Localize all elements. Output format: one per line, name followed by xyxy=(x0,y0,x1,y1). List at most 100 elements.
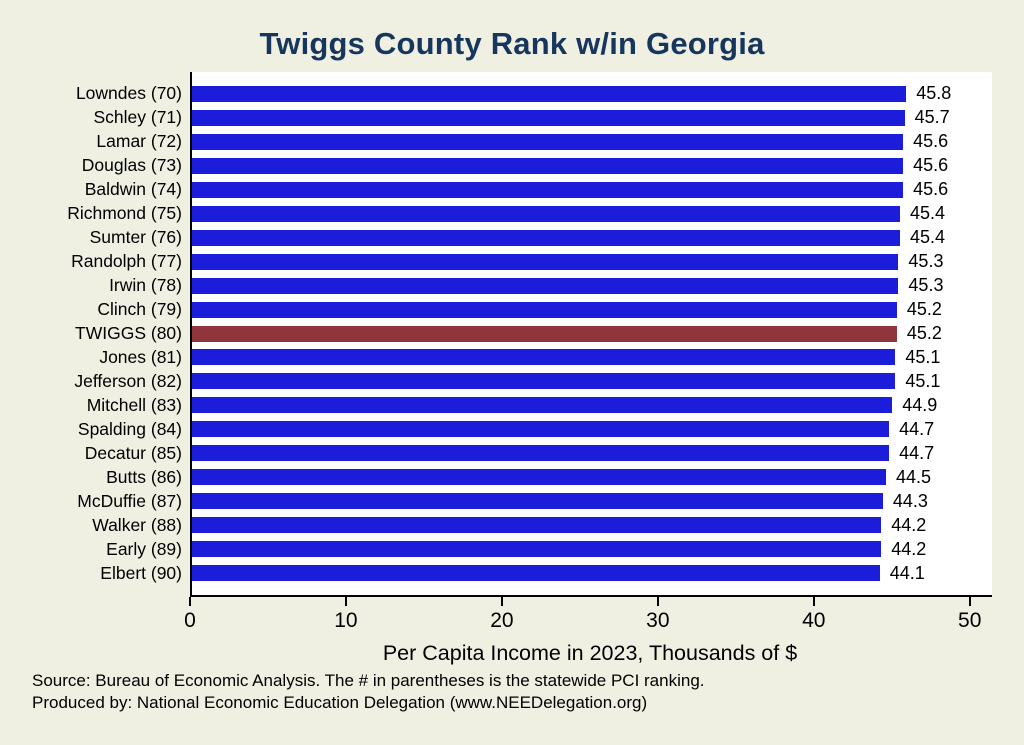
bar xyxy=(192,277,899,294)
bar xyxy=(192,373,896,390)
x-tick-label: 10 xyxy=(334,609,358,632)
category-label: Elbert (90) xyxy=(100,562,182,583)
value-label: 44.3 xyxy=(892,490,928,511)
category-label: Lowndes (70) xyxy=(75,83,182,104)
bar-series: 45.8 45.7 45.6 45.6 45.6 45.4 45.4 45.3 45.3 45.2… xyxy=(192,72,992,595)
category-label: Douglas (73) xyxy=(81,155,182,176)
category-label: Jones (81) xyxy=(99,346,182,367)
category-label: Sumter (76) xyxy=(89,227,182,248)
value-label: 44.5 xyxy=(895,466,931,487)
plot-area: 45.8 45.7 45.6 45.6 45.6 45.4 45.4 45.3 45.3 45.2… xyxy=(190,72,992,597)
bar-row: 45.4 xyxy=(192,226,992,250)
value-label: 45.4 xyxy=(909,227,946,248)
bar xyxy=(192,421,890,438)
bar xyxy=(192,181,904,198)
category-label: Decatur (85) xyxy=(84,442,182,463)
category-label: Baldwin (74) xyxy=(84,179,182,200)
x-axis-label: Per Capita Income in 2023, Thousands of … xyxy=(382,641,798,665)
bar-row: 44.9 xyxy=(192,393,992,417)
value-label: 45.6 xyxy=(913,131,949,152)
x-axis-ticks: 0 10 20 30 40 50 xyxy=(184,597,990,639)
bar-row: 45.1 xyxy=(192,345,992,369)
bar-row: 45.2 xyxy=(192,298,992,322)
bar-row: 45.7 xyxy=(192,106,992,130)
bar-row: 44.5 xyxy=(192,465,992,489)
bar-row: 45.6 xyxy=(192,178,992,202)
bar xyxy=(192,229,900,246)
bar xyxy=(192,541,882,558)
category-label: Walker (88) xyxy=(92,514,182,535)
bar xyxy=(192,469,886,486)
category-label: Butts (86) xyxy=(106,466,182,487)
x-tick-label: 50 xyxy=(958,609,982,632)
category-label: Mitchell (83) xyxy=(86,394,182,415)
category-label: McDuffie (87) xyxy=(77,490,182,511)
category-label: Early (89) xyxy=(106,538,182,559)
bar xyxy=(192,133,904,150)
bar xyxy=(192,253,899,270)
bar-row: 44.7 xyxy=(192,417,992,441)
bar xyxy=(192,397,893,414)
bar xyxy=(192,109,905,126)
value-label: 45.8 xyxy=(916,83,952,104)
source-note: Source: Bureau of Economic Analysis. The… xyxy=(32,670,705,714)
y-axis-labels: Lowndes (70) Schley (71) Lamar (72) Douglas… xyxy=(0,72,182,595)
bar xyxy=(192,157,904,174)
bar-row: 45.3 xyxy=(192,274,992,298)
value-label: 45.2 xyxy=(906,299,942,320)
category-label: Jefferson (82) xyxy=(74,370,182,391)
bar-row: 45.8 xyxy=(192,82,992,106)
bar xyxy=(192,301,897,318)
category-label: Clinch (79) xyxy=(97,299,182,320)
bar-row: 44.3 xyxy=(192,489,992,513)
x-tick-mark xyxy=(344,597,347,606)
value-label: 45.3 xyxy=(908,251,944,272)
value-label: 44.2 xyxy=(891,538,927,559)
source-line: Source: Bureau of Economic Analysis. The… xyxy=(32,671,705,690)
x-tick-mark xyxy=(189,597,191,606)
bar-row: 45.3 xyxy=(192,250,992,274)
value-label: 45.1 xyxy=(905,346,941,367)
category-label: Spalding (84) xyxy=(77,418,182,439)
bar-row: 45.6 xyxy=(192,154,992,178)
x-tick-label: 20 xyxy=(490,609,514,632)
x-tick-mark xyxy=(968,597,971,606)
x-tick-mark xyxy=(500,597,503,606)
x-tick-label: 0 xyxy=(184,609,196,632)
producer-line: Produced by: National Economic Education… xyxy=(32,692,648,712)
category-label: Irwin (78) xyxy=(109,275,182,296)
bar-row: 45.4 xyxy=(192,202,992,226)
category-label: Lamar (72) xyxy=(96,131,182,152)
value-label: 45.2 xyxy=(906,323,942,343)
value-label: 44.7 xyxy=(899,442,935,463)
highlight-bar xyxy=(192,325,897,342)
bar xyxy=(192,349,896,366)
bar xyxy=(192,493,883,510)
value-label: 45.7 xyxy=(914,107,950,128)
x-tick-label: 40 xyxy=(802,609,826,632)
chart-title: Twiggs County Rank w/in Georgia xyxy=(259,26,765,61)
x-tick-mark xyxy=(812,597,815,606)
bar xyxy=(192,445,890,462)
value-label: 45.4 xyxy=(909,203,946,224)
category-label: Richmond (75) xyxy=(67,203,182,224)
bar xyxy=(192,517,882,534)
x-tick-label: 30 xyxy=(646,609,670,632)
value-label: 45.6 xyxy=(913,155,949,176)
bar xyxy=(192,85,907,102)
category-label: Randolph (77) xyxy=(71,251,182,272)
value-label: 44.9 xyxy=(902,394,938,415)
bar-row: 44.2 xyxy=(192,537,992,561)
value-label: 45.1 xyxy=(905,370,941,391)
bar-row: 44.2 xyxy=(192,513,992,537)
value-label: 44.1 xyxy=(889,562,925,583)
value-label: 45.3 xyxy=(908,275,944,296)
x-tick-mark xyxy=(656,597,659,606)
bar-row: 45.2 xyxy=(192,322,992,346)
category-label: TWIGGS (80) xyxy=(75,323,182,343)
bar-row: 44.1 xyxy=(192,561,992,585)
value-label: 44.7 xyxy=(899,418,935,439)
bar xyxy=(192,205,900,222)
